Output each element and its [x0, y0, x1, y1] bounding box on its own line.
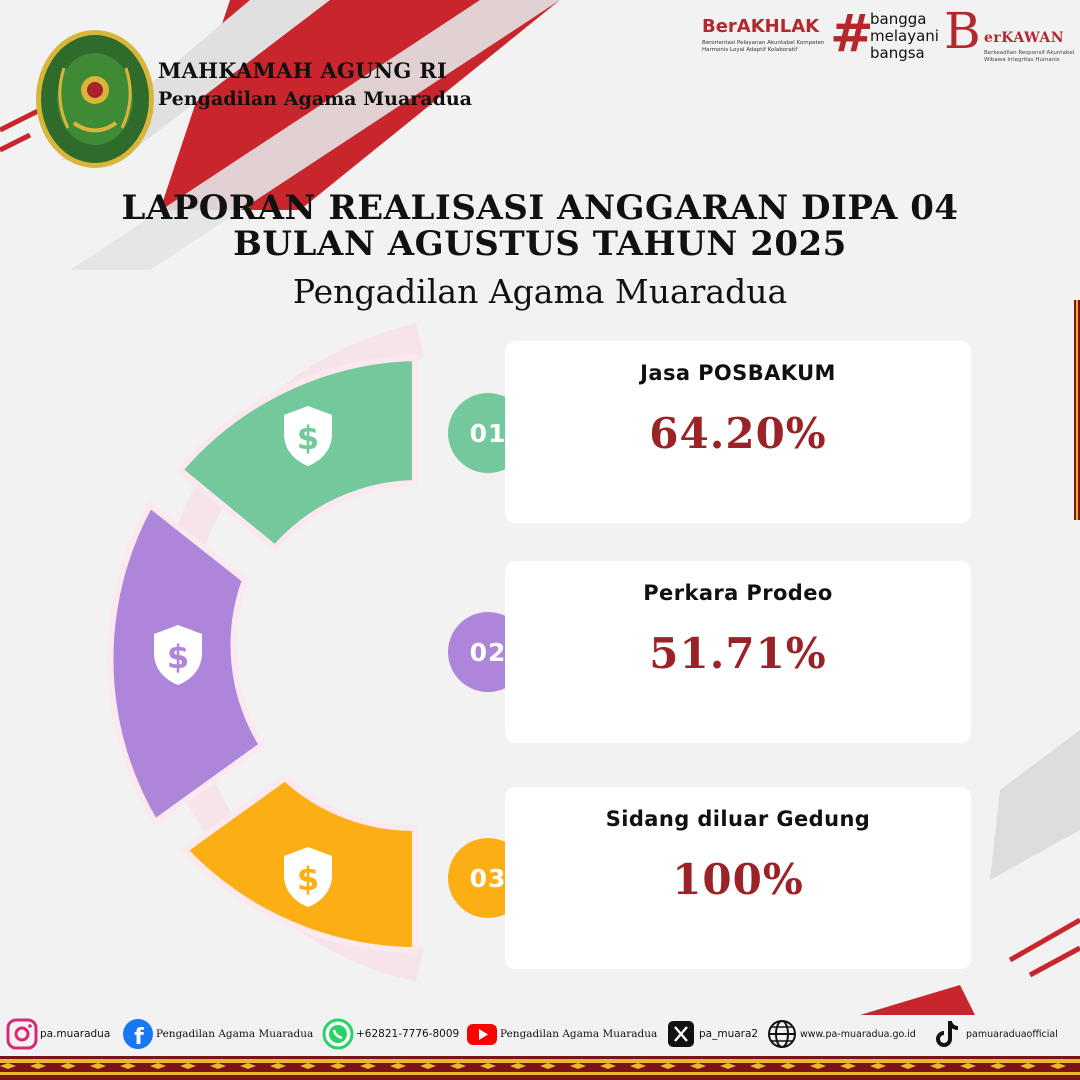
footer-instagram[interactable]: pa.muaradua [6, 1017, 110, 1051]
org-unit: Pengadilan Agama Muaradua [158, 88, 472, 110]
website-url: www.pa-muaradua.go.id [800, 1028, 916, 1040]
court-seal-logo [36, 30, 154, 168]
item-value: 51.71% [649, 629, 827, 678]
berkawan-b-letter: B [944, 2, 981, 60]
svg-text:$: $ [167, 638, 189, 676]
hashtag-line3: bangsa [870, 44, 925, 62]
berkawan-badge: B erKAWAN Berkeadilan Responsif Akuntabe… [944, 2, 1074, 64]
item-value: 100% [672, 855, 804, 904]
footer-website[interactable]: www.pa-muaradua.go.id [766, 1017, 916, 1051]
berkawan-sub: Berkeadilan Responsif Akuntabel Wibawa I… [984, 50, 1074, 64]
footer-x[interactable]: pa_muara2 [665, 1017, 758, 1051]
item-card-02: Perkara Prodeo 51.71% [505, 561, 971, 743]
report-title-line1: LAPORAN REALISASI ANGGARAN DIPA 04 [121, 188, 959, 228]
tiktok-handle: pamuaraduaofficial [966, 1028, 1058, 1040]
whatsapp-number: +62821-7776-8009 [356, 1028, 460, 1040]
item-value: 64.20% [649, 409, 827, 458]
svg-text:f: f [134, 1025, 144, 1050]
footer-facebook[interactable]: f Pengadilan Agama Muaradua [122, 1017, 313, 1051]
x-handle: pa_muara2 [699, 1028, 759, 1040]
hashtag-icon: # [830, 4, 874, 64]
footer-tiktok[interactable]: pamuaraduaofficial [932, 1017, 1058, 1051]
berakhlak-sub1: Berorientasi Pelayanan Akuntabel Kompete… [702, 40, 825, 46]
bangga-melayani-bangsa-badge: # bangga melayani bangsa [830, 4, 940, 64]
berakhlak-sub2: Harmonis Loyal Adaptif Kolaboratif [702, 47, 798, 53]
berakhlak-title: BerAKHLAK [702, 16, 820, 37]
whatsapp-icon [322, 1018, 354, 1050]
shield-dollar-icon: $ [284, 847, 332, 907]
facebook-icon: f [123, 1019, 153, 1050]
svg-text:$: $ [297, 419, 319, 457]
report-title-line2: BULAN AGUSTUS TAHUN 2025 [233, 224, 847, 264]
x-icon [668, 1021, 694, 1047]
item-card-01: Jasa POSBAKUM 64.20% [505, 341, 971, 523]
berkawan-sub2: Wibawa Integritas Humanis [984, 57, 1060, 63]
footer-youtube[interactable]: Pengadilan Agama Muaradua [466, 1017, 657, 1051]
facebook-page: Pengadilan Agama Muaradua [156, 1028, 314, 1040]
org-name: MAHKAMAH AGUNG RI [158, 58, 448, 83]
report-subtitle: Pengadilan Agama Muaradua [292, 272, 788, 311]
shield-dollar-icon: $ [154, 625, 202, 685]
shield-dollar-icon: $ [284, 406, 332, 466]
instagram-icon [6, 1018, 38, 1050]
item-label: Jasa POSBAKUM [640, 361, 836, 385]
berakhlak-badge: BerAKHLAK Berorientasi Pelayanan Akuntab… [702, 16, 830, 64]
youtube-icon [467, 1024, 497, 1045]
hashtag-line1: bangga [870, 10, 927, 28]
tiktok-icon [936, 1021, 959, 1047]
hashtag-line2: melayani [870, 27, 939, 45]
item-label: Sidang diluar Gedung [605, 807, 871, 831]
youtube-channel: Pengadilan Agama Muaradua [500, 1028, 658, 1040]
instagram-handle: pa.muaradua [40, 1028, 111, 1040]
footer-whatsapp[interactable]: +62821-7776-8009 [322, 1017, 459, 1051]
svg-text:$: $ [297, 860, 319, 898]
globe-icon [768, 1020, 796, 1048]
item-card-03: Sidang diluar Gedung 100% [505, 787, 971, 969]
berkawan-title: erKAWAN [984, 30, 1065, 46]
berkawan-sub1: Berkeadilan Responsif Akuntabel [984, 50, 1075, 56]
item-label: Perkara Prodeo [643, 581, 833, 605]
